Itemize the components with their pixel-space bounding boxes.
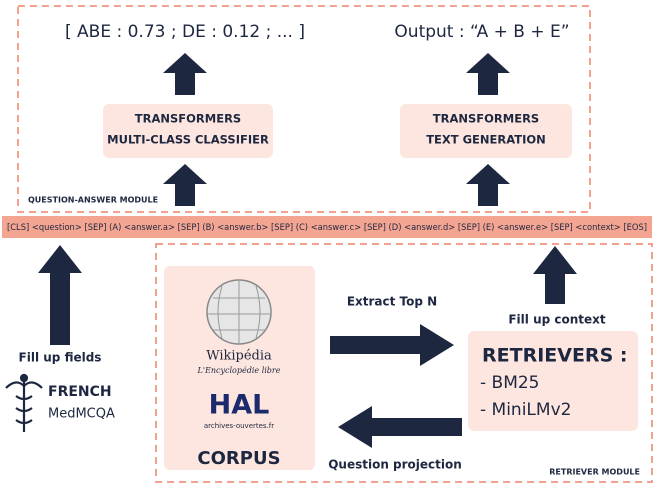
- classifier-box: [103, 104, 273, 158]
- corpus-title: CORPUS: [197, 448, 280, 469]
- retriever-module-label: RETRIEVER MODULE: [549, 468, 640, 477]
- wikipedia-name: Wikipédia: [206, 349, 272, 364]
- dataset-name: FRENCH: [48, 384, 112, 400]
- wikipedia-globe: [206, 279, 272, 345]
- classifier-line: TRANSFORMERS: [135, 112, 241, 126]
- hal-tagline: archives-ouvertes.fr: [204, 422, 274, 430]
- fields-arrow: [38, 245, 82, 345]
- caduceus-icon: [5, 373, 43, 432]
- context-arrow: [533, 246, 577, 304]
- qa-module-label: QUESTION-ANSWER MODULE: [28, 196, 158, 205]
- extract-label: Extract Top N: [347, 295, 437, 309]
- generator-line: TRANSFORMERS: [433, 112, 539, 126]
- projection-label: Question projection: [328, 458, 462, 472]
- generator-line: TEXT GENERATION: [426, 133, 546, 147]
- qa-module-frame: [17, 5, 591, 213]
- context-label: Fill up context: [508, 313, 606, 327]
- fields-label: Fill up fields: [19, 351, 102, 365]
- retriever-item: - MiniLMv2: [480, 400, 571, 420]
- retriever-module-frame: [155, 243, 653, 483]
- extract-arrow: [330, 324, 454, 366]
- template-bar: [2, 216, 652, 238]
- dataset-subname: MedMCQA: [48, 407, 115, 422]
- retriever-item: - BM25: [480, 373, 540, 393]
- generator-box: [400, 104, 572, 158]
- projection-arrow: [338, 406, 462, 448]
- input-template: [CLS] <question> [SEP] (A) <answer.a> [S…: [7, 223, 647, 233]
- arrows-qa: [163, 53, 510, 206]
- hal-logo: HAL: [209, 390, 270, 421]
- wikipedia-tagline: L'Encyclopédie libre: [197, 366, 281, 375]
- corpus-box: [164, 266, 315, 470]
- retrievers-title: RETRIEVERS :: [482, 345, 627, 367]
- retrievers-box: [468, 331, 638, 431]
- score-output: [ ABE : 0.73 ; DE : 0.12 ; ... ]: [65, 22, 305, 42]
- text-output: Output : “A + B + E”: [394, 22, 569, 42]
- classifier-line: MULTI-CLASS CLASSIFIER: [107, 133, 269, 147]
